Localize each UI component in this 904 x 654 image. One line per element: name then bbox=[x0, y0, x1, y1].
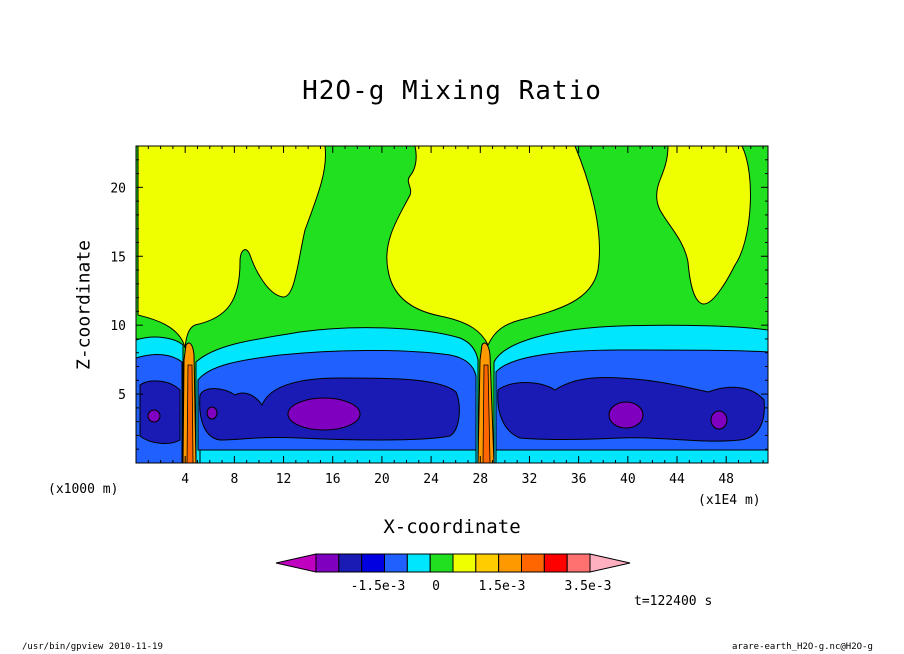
colorbar-cell bbox=[543, 553, 568, 573]
x-tick-label: 24 bbox=[423, 472, 439, 487]
y-tick-label: 5 bbox=[118, 388, 126, 403]
contour-spike-left-inner bbox=[186, 364, 194, 463]
colorbar-cell bbox=[361, 553, 385, 573]
colorbar-label: -1.5e-3 bbox=[351, 579, 406, 594]
x-tick-label: 44 bbox=[669, 472, 685, 487]
x-axis-label: X-coordinate bbox=[383, 516, 521, 538]
x-tick-label: 12 bbox=[276, 472, 292, 487]
colorbar-cell bbox=[498, 553, 522, 573]
y-tick-label: 10 bbox=[110, 319, 126, 334]
colorbar-label: 0 bbox=[432, 579, 440, 594]
contour-violet-right bbox=[608, 401, 644, 429]
y-axis-ticks: 5 10 15 20 bbox=[110, 159, 768, 450]
contour-darkblue-left bbox=[139, 380, 181, 444]
colorbar-label: 1.5e-3 bbox=[479, 579, 526, 594]
contour-cyan-bottom bbox=[199, 449, 768, 463]
footer-left: /usr/bin/gpview 2010-11-19 bbox=[22, 642, 163, 652]
x-tick-label: 40 bbox=[620, 472, 636, 487]
colorbar-cell bbox=[452, 553, 477, 573]
contour-spike-center-inner bbox=[482, 364, 491, 463]
contour-violet-left bbox=[147, 409, 161, 423]
plot-frame bbox=[135, 145, 769, 464]
x-tick-label: 36 bbox=[571, 472, 587, 487]
colorbar-cell bbox=[315, 553, 340, 573]
colorbar-cell bbox=[521, 553, 545, 573]
contour-yellow-right bbox=[656, 146, 751, 305]
chart-title: H2O-g Mixing Ratio bbox=[302, 76, 602, 106]
colorbar-cell bbox=[589, 553, 631, 573]
x-tick-label: 8 bbox=[230, 472, 238, 487]
x-tick-label: 16 bbox=[325, 472, 341, 487]
colorbar-cell bbox=[429, 553, 454, 573]
x-tick-label: 20 bbox=[374, 472, 390, 487]
x-tick-label: 48 bbox=[718, 472, 734, 487]
x-axis-unit-right: (x1E4 m) bbox=[698, 493, 761, 508]
contour-field bbox=[136, 146, 768, 463]
colorbar-cell bbox=[338, 553, 363, 573]
y-tick-label: 15 bbox=[110, 250, 126, 265]
colorbar-cell bbox=[406, 553, 431, 573]
colorbar: -1.5e-3 0 1.5e-3 3.5e-3 bbox=[275, 553, 631, 594]
colorbar-label: 3.5e-3 bbox=[565, 579, 612, 594]
colorbar-cell bbox=[475, 553, 500, 573]
footer-right: arare-earth_H2O-g.nc@H2O-g bbox=[732, 642, 873, 652]
x-tick-label: 28 bbox=[472, 472, 488, 487]
contour-yellow-left bbox=[137, 146, 327, 349]
x-axis-ticks: 4 8 12 16 20 24 28 32 36 40 44 48 bbox=[147, 146, 764, 487]
contour-yellow-center bbox=[386, 146, 600, 347]
contour-violet-left2 bbox=[206, 406, 218, 420]
colorbar-cell bbox=[384, 553, 408, 573]
colorbar-cell bbox=[275, 553, 317, 573]
x-tick-label: 4 bbox=[181, 472, 189, 487]
contour-violet-far-right bbox=[710, 410, 728, 430]
contour-violet-center bbox=[287, 397, 361, 431]
x-axis-unit-left: (x1000 m) bbox=[48, 482, 119, 497]
time-label: t=122400 s bbox=[634, 594, 713, 609]
colorbar-cell bbox=[566, 553, 591, 573]
y-tick-label: 20 bbox=[110, 181, 126, 196]
y-axis-label: Z-coordinate bbox=[73, 239, 95, 371]
x-tick-label: 32 bbox=[522, 472, 538, 487]
